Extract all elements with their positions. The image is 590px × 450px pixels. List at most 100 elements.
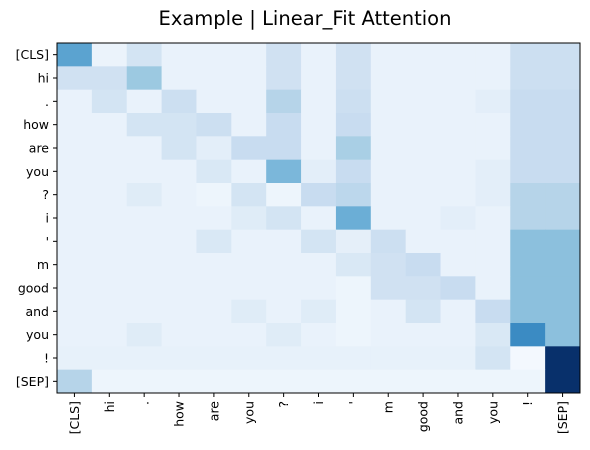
heatmap-cell bbox=[440, 206, 476, 231]
heatmap-cell bbox=[405, 183, 442, 207]
heatmap-cell bbox=[405, 276, 442, 301]
heatmap-cell bbox=[231, 159, 267, 184]
heatmap-cell bbox=[510, 369, 546, 394]
heatmap-cell bbox=[196, 66, 232, 91]
heatmap-cell bbox=[161, 183, 197, 207]
x-tick-label: m bbox=[381, 401, 396, 413]
heatmap-cell bbox=[231, 229, 267, 254]
heatmap-cell bbox=[91, 206, 128, 231]
heatmap-cell bbox=[440, 253, 476, 277]
heatmap-cell bbox=[510, 136, 546, 161]
heatmap-cell bbox=[126, 276, 163, 301]
heatmap-cell bbox=[161, 89, 197, 114]
heatmap-cell bbox=[335, 183, 372, 207]
heatmap-cell bbox=[231, 346, 267, 371]
heatmap-cell bbox=[545, 113, 581, 137]
heatmap-cell bbox=[440, 276, 476, 301]
heatmap-cell bbox=[301, 113, 337, 137]
heatmap-cell bbox=[91, 113, 128, 137]
heatmap-cell bbox=[405, 113, 442, 137]
x-tick-label: hi bbox=[102, 401, 117, 412]
heatmap-cell bbox=[231, 253, 267, 277]
x-tick-label: you bbox=[485, 401, 500, 424]
heatmap-cell bbox=[335, 276, 372, 301]
heatmap-cell bbox=[231, 369, 267, 394]
heatmap-cell bbox=[266, 323, 302, 347]
heatmap-cell bbox=[335, 253, 372, 277]
heatmap-cell bbox=[57, 369, 93, 394]
heatmap-cell bbox=[370, 113, 407, 137]
heatmap-cell bbox=[57, 299, 93, 324]
heatmap-cell bbox=[405, 299, 442, 324]
heatmap-cell bbox=[510, 66, 546, 91]
heatmap-cell bbox=[266, 369, 302, 394]
heatmap-cell bbox=[405, 89, 442, 114]
heatmap-cell bbox=[196, 206, 232, 231]
heatmap-cell bbox=[126, 43, 163, 67]
heatmap-cell bbox=[405, 206, 442, 231]
heatmap-cell bbox=[475, 229, 511, 254]
heatmap-cell bbox=[405, 323, 442, 347]
y-tick-label: [CLS] bbox=[16, 47, 49, 62]
y-tick-label: [SEP] bbox=[16, 374, 49, 389]
heatmap-cell bbox=[91, 159, 128, 184]
heatmap-cell bbox=[510, 323, 546, 347]
heatmap-cell bbox=[126, 136, 163, 161]
heatmap-cell bbox=[161, 369, 197, 394]
heatmap-cell bbox=[475, 136, 511, 161]
heatmap-cell bbox=[266, 299, 302, 324]
heatmap-cell bbox=[475, 299, 511, 324]
heatmap-cell bbox=[266, 89, 302, 114]
heatmap-cell bbox=[370, 253, 407, 277]
heatmap-cell bbox=[301, 369, 337, 394]
heatmap-cell bbox=[161, 276, 197, 301]
heatmap-cell bbox=[91, 346, 128, 371]
heatmap-cell bbox=[126, 346, 163, 371]
x-tick-label: [SEP] bbox=[555, 401, 570, 434]
heatmap-cell bbox=[91, 323, 128, 347]
heatmap-cell bbox=[370, 136, 407, 161]
heatmap-cell bbox=[196, 299, 232, 324]
heatmap-cell bbox=[231, 323, 267, 347]
heatmap-cell bbox=[510, 276, 546, 301]
heatmap-cell bbox=[475, 89, 511, 114]
heatmap-cell bbox=[161, 253, 197, 277]
heatmap-cell bbox=[91, 299, 128, 324]
heatmap-cell bbox=[196, 183, 232, 207]
heatmap-cell bbox=[91, 136, 128, 161]
heatmap-cell bbox=[231, 299, 267, 324]
x-tick-label: ! bbox=[520, 401, 535, 406]
heatmap-cell bbox=[335, 66, 372, 91]
chart-title: Example | Linear_Fit Attention bbox=[158, 7, 452, 30]
heatmap-cell bbox=[266, 136, 302, 161]
x-tick-label: you bbox=[241, 401, 256, 424]
y-tick-label: hi bbox=[38, 71, 49, 86]
heatmap-cell bbox=[405, 346, 442, 371]
heatmap-cell bbox=[161, 299, 197, 324]
heatmap-cell bbox=[301, 159, 337, 184]
heatmap-cell bbox=[126, 253, 163, 277]
heatmap-cell bbox=[510, 113, 546, 137]
y-tick-label: ' bbox=[46, 234, 49, 249]
heatmap-cell bbox=[475, 183, 511, 207]
heatmap-cell bbox=[161, 66, 197, 91]
heatmap-cell bbox=[440, 89, 476, 114]
heatmap-cell bbox=[370, 43, 407, 67]
heatmap-cell bbox=[405, 253, 442, 277]
heatmap-cell bbox=[335, 346, 372, 371]
heatmap-cell bbox=[266, 229, 302, 254]
heatmap-cell bbox=[196, 159, 232, 184]
heatmap-cell bbox=[440, 183, 476, 207]
heatmap-cell bbox=[475, 253, 511, 277]
heatmap-cell bbox=[266, 159, 302, 184]
heatmap-cell bbox=[301, 323, 337, 347]
heatmap-cell bbox=[335, 159, 372, 184]
heatmap-cell bbox=[301, 253, 337, 277]
heatmap-cell bbox=[545, 206, 581, 231]
heatmap-cell bbox=[266, 43, 302, 67]
heatmap-cell bbox=[126, 66, 163, 91]
heatmap-cell bbox=[545, 89, 581, 114]
heatmap-cell bbox=[301, 89, 337, 114]
heatmap-cell bbox=[545, 276, 581, 301]
heatmap-cell bbox=[440, 299, 476, 324]
